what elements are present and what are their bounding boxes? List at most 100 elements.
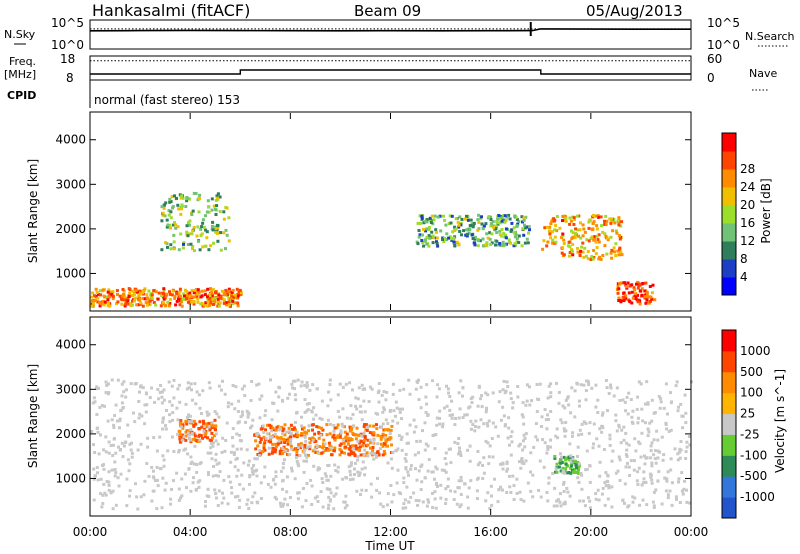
velocity-cell [356, 439, 360, 443]
velocity-cell [573, 415, 577, 419]
velocity-cell [526, 481, 530, 485]
velocity-cell [248, 482, 251, 486]
power-cell [490, 221, 494, 225]
power-cell [218, 296, 222, 300]
velocity-cell [607, 392, 611, 395]
velocity-cell [332, 449, 336, 453]
velocity-cell [247, 459, 251, 463]
velocity-cell [100, 505, 104, 509]
velocity-colorbar-cell [722, 392, 736, 415]
power-cell [420, 233, 424, 237]
noise-lines [89, 22, 691, 36]
power-cell [167, 304, 171, 308]
velocity-cell [349, 417, 353, 421]
velocity-cell [375, 453, 379, 457]
velocity-cell [554, 434, 558, 438]
velocity-cell [669, 428, 673, 432]
velocity-cell [431, 470, 435, 474]
x-tick-label: 08:00 [273, 525, 308, 539]
velocity-cell [161, 420, 165, 424]
velocity-cell [305, 402, 309, 406]
velocity-cell [293, 393, 297, 397]
velocity-cell [359, 440, 363, 443]
power-cell [417, 229, 421, 232]
power-cell [644, 281, 648, 285]
velocity-cell [186, 431, 190, 435]
power-cell [443, 219, 447, 222]
power-cell [136, 290, 139, 294]
velocity-cell [519, 466, 523, 470]
velocity-cell [273, 450, 277, 454]
velocity-cell [650, 464, 654, 468]
velocity-cell [294, 420, 297, 424]
velocity-cell [274, 470, 278, 474]
velocity-cell [99, 477, 103, 481]
power-cell [609, 251, 613, 255]
velocity-cell [311, 383, 315, 387]
velocity-cell [484, 410, 488, 414]
velocity-cell [206, 487, 210, 491]
power-cell [445, 232, 449, 236]
velocity-cell [607, 483, 611, 487]
power-cell [649, 299, 652, 303]
velocity-cell [417, 451, 420, 455]
velocity-cell [189, 438, 193, 442]
velocity-cell [362, 425, 366, 429]
power-cell [509, 229, 513, 233]
velocity-cell [476, 463, 480, 467]
velocity-cell [170, 384, 174, 388]
power-cell [210, 294, 214, 298]
velocity-cell [117, 484, 121, 488]
velocity-cell [130, 451, 134, 455]
velocity-cell [642, 481, 646, 485]
velocity-cell [271, 442, 275, 446]
velocity-cell [665, 427, 669, 431]
velocity-cell [232, 453, 236, 457]
velocity-cell [355, 407, 359, 411]
velocity-cell [293, 387, 296, 391]
x-tick-label: 00:00 [674, 525, 709, 539]
velocity-cell [208, 428, 212, 432]
power-cell [551, 241, 555, 245]
power-cell [435, 242, 439, 245]
velocity-cell [193, 382, 197, 386]
velocity-cell [362, 438, 366, 442]
power-colorbar-cell [722, 223, 736, 242]
velocity-cell [323, 449, 327, 453]
power-cell [571, 242, 575, 246]
power-cell [178, 295, 182, 298]
velocity-cell [162, 398, 166, 402]
velocity-cell [356, 458, 360, 462]
velocity-cell [645, 503, 649, 507]
power-cell [574, 227, 578, 231]
velocity-colorbar-cell [722, 476, 736, 498]
velocity-cell [409, 467, 413, 471]
velocity-cell [269, 429, 273, 433]
velocity-cell [564, 456, 568, 460]
velocity-cell [202, 421, 206, 425]
velocity-cell [192, 419, 196, 423]
velocity-cell [507, 416, 511, 420]
velocity-cell [505, 469, 509, 473]
velocity-cell [403, 498, 407, 502]
power-cell [650, 297, 654, 301]
velocity-cell [344, 476, 348, 479]
velocity-cell [226, 401, 230, 405]
velocity-cell [605, 386, 609, 390]
velocity-cell [179, 425, 183, 429]
velocity-cell [600, 492, 604, 496]
velocity-cell [230, 486, 233, 490]
velocity-cell [328, 432, 332, 436]
velocity-cell [561, 404, 565, 408]
velocity-cell [212, 465, 216, 468]
power-cell [213, 207, 217, 211]
power-cell [185, 230, 189, 234]
velocity-cell [594, 383, 598, 387]
velocity-cell [153, 400, 157, 404]
velocity-cell [670, 503, 674, 507]
velocity-cell [499, 485, 503, 489]
power-cell [514, 233, 518, 237]
power-cell [553, 235, 557, 239]
velocity-cell [358, 445, 362, 449]
power-cell [527, 225, 531, 229]
